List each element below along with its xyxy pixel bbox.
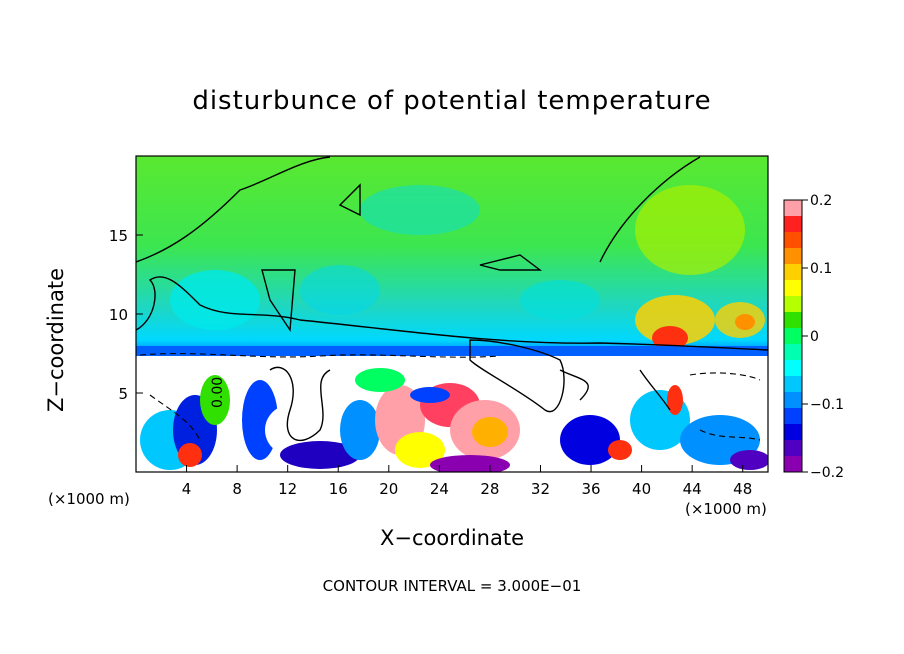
x-tick-label: 4 xyxy=(182,480,192,498)
x-unit-right: (×1000 m) xyxy=(685,500,767,518)
colorbar-swatch xyxy=(784,440,802,457)
colorbar-swatch xyxy=(784,392,802,409)
y-tick-label: 15 xyxy=(109,227,128,245)
warm-patch xyxy=(652,326,688,350)
heatmap-field xyxy=(136,156,768,472)
colorbar-swatch xyxy=(784,280,802,297)
colorbar-tick-label: −0.1 xyxy=(810,397,844,413)
cyan-patch xyxy=(300,265,380,315)
colorbar-swatch xyxy=(784,232,802,249)
colorbar-tick-label: 0.1 xyxy=(810,261,832,277)
y-tick-label: 10 xyxy=(109,306,128,324)
colorbar xyxy=(784,200,802,473)
x-tick-label: 36 xyxy=(581,480,600,498)
contour-label: 0.00 xyxy=(210,377,226,408)
colorbar-swatch xyxy=(784,456,802,473)
colorbar-swatch xyxy=(784,424,802,441)
x-tick-label: 48 xyxy=(733,480,752,498)
colorbar-swatch xyxy=(784,296,802,313)
colorbar-swatch xyxy=(784,216,802,233)
colorbar-swatch xyxy=(784,200,802,217)
x-tick-label: 16 xyxy=(329,480,348,498)
x-tick-label: 24 xyxy=(430,480,449,498)
y-axis-ticks: 5 10 15 xyxy=(109,227,143,403)
interface-band xyxy=(136,346,768,356)
colorbar-swatch xyxy=(784,328,802,345)
contour-interval-note: CONTOUR INTERVAL = 3.000E−01 xyxy=(322,577,582,595)
x-unit-left: (×1000 m) xyxy=(48,490,130,508)
colorbar-swatch xyxy=(784,344,802,361)
colorbar-swatch xyxy=(784,360,802,377)
chart-title: disturbunce of potential temperature xyxy=(192,86,712,116)
cyan-patch xyxy=(520,280,600,320)
x-tick-label: 28 xyxy=(480,480,499,498)
x-tick-label: 8 xyxy=(232,480,242,498)
x-tick-label: 40 xyxy=(632,480,651,498)
cyan-patch xyxy=(360,185,480,235)
warm-patch xyxy=(635,185,745,275)
colorbar-swatch xyxy=(784,408,802,425)
colorbar-tick-label: 0 xyxy=(810,329,819,345)
colorbar-swatch xyxy=(784,312,802,329)
x-axis-ticks: 4 8 12 16 20 24 28 32 36 40 44 48 xyxy=(182,465,752,498)
x-tick-label: 44 xyxy=(683,480,702,498)
lower-blobs xyxy=(140,368,768,472)
colorbar-tick-label: 0.2 xyxy=(810,193,832,209)
y-tick-label: 5 xyxy=(118,385,128,403)
x-tick-label: 12 xyxy=(278,480,297,498)
contour-lines xyxy=(136,156,768,441)
colorbar-swatch xyxy=(784,376,802,393)
negative-contours xyxy=(139,353,761,441)
colorbar-ticks: 0.2 0.1 0 −0.1 −0.2 xyxy=(802,193,844,481)
x-axis-label: X−coordinate xyxy=(380,526,524,550)
cyan-patch xyxy=(170,270,260,330)
colorbar-swatch xyxy=(784,264,802,281)
x-tick-label: 32 xyxy=(531,480,550,498)
colorbar-tick-label: −0.2 xyxy=(810,465,844,481)
warm-patch xyxy=(735,314,755,330)
y-axis-label: Z−coordinate xyxy=(44,268,68,412)
x-tick-label: 20 xyxy=(379,480,398,498)
colorbar-swatch xyxy=(784,248,802,265)
